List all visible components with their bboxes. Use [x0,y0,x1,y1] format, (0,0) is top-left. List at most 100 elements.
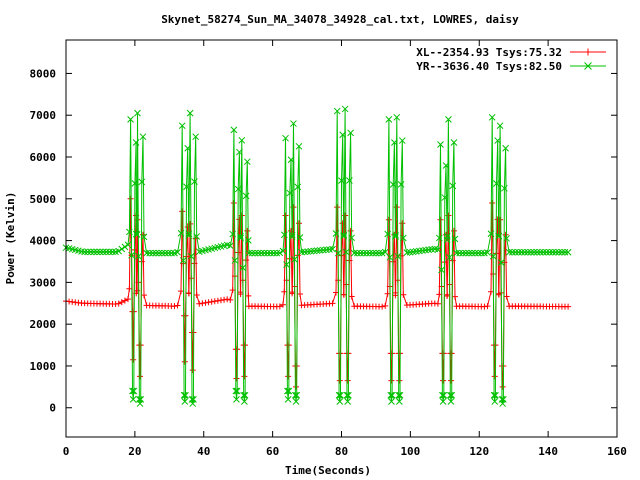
data-point [392,233,399,240]
data-point [174,248,181,256]
data-point [294,183,302,191]
data-point [140,233,148,241]
data-point [397,181,405,188]
data-point [109,248,116,256]
data-point [515,248,522,256]
y-tick-label: 1000 [30,360,57,373]
data-point [288,227,295,234]
data-point [384,230,391,238]
data-point [439,391,446,399]
data-point [152,249,160,257]
data-point [115,247,123,255]
data-point [226,242,234,250]
data-point [329,300,336,307]
data-point [508,248,516,256]
data-point [276,303,283,310]
data-point [363,249,370,257]
data-point [240,391,248,399]
data-point [283,261,290,268]
data-point [243,158,251,166]
data-point [290,120,297,127]
data-point [564,248,572,256]
data-point [293,383,300,390]
data-point [336,377,343,384]
data-point [388,377,395,384]
data-point [93,248,101,256]
data-point [270,249,278,257]
data-point [288,231,296,239]
data-point [251,249,259,257]
data-point [84,248,92,256]
data-point [124,296,131,303]
data-point [185,230,193,238]
data-point [448,391,456,399]
data-point [543,248,550,256]
data-point [134,109,141,117]
data-point [130,387,138,395]
data-point [244,236,252,244]
data-point [527,248,535,256]
axes: 0 20 40 60 80 100 120 140 160 0 1000 2000 3000 4000 50… [30,40,627,458]
x-tick-label: 20 [128,445,141,458]
data-point [446,391,454,399]
data-point [518,248,525,256]
data-point [291,256,298,263]
data-point [339,131,347,139]
data-point [236,148,243,156]
data-point [214,297,221,304]
data-point [236,216,243,223]
data-point [445,116,452,123]
data-point [224,296,231,303]
data-point [489,252,497,260]
data-point [245,249,253,257]
data-point [149,249,157,257]
data-point [493,180,500,187]
data-point [179,208,186,215]
data-point [242,192,250,200]
data-point [451,235,459,243]
data-point [386,253,394,261]
data-point [398,137,406,144]
data-point [484,303,491,310]
data-point [388,391,396,399]
data-point [334,249,342,257]
data-point [488,113,496,121]
data-point [135,252,142,260]
data-point [241,373,248,380]
data-point [393,113,401,121]
data-point [446,253,453,261]
data-point [155,249,163,257]
data-point [447,398,455,405]
data-point [230,199,237,206]
data-point [477,249,485,257]
data-point [441,194,449,201]
data-point [450,227,457,234]
data-point [344,377,351,384]
y-axis-label: Power (Kelvin) [4,192,17,285]
data-point [533,248,541,256]
data-point [499,383,506,390]
legend-marker [584,48,592,56]
data-point [451,293,458,300]
x-tick-label: 80 [335,445,348,458]
data-point [505,248,513,256]
data-point [329,245,336,253]
data-point [484,249,491,256]
data-point [555,248,563,256]
data-point [139,133,147,141]
data-point [491,373,498,380]
data-point [546,248,553,256]
data-point [282,212,289,219]
data-point [181,398,189,405]
data-point [348,234,356,242]
data-point [141,292,148,299]
data-point [241,398,248,405]
data-point [521,248,529,256]
data-point [333,107,341,115]
data-point [248,249,256,257]
series-yr [62,105,572,407]
data-point [81,248,88,256]
data-point [489,199,496,206]
